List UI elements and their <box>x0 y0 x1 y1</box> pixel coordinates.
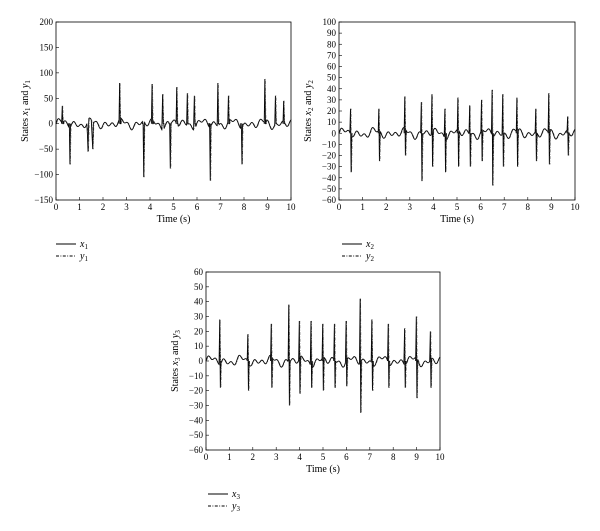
y-tick-label: −10 <box>322 139 337 149</box>
x-tick-label: 1 <box>227 452 232 462</box>
y-tick-label: −50 <box>322 184 337 194</box>
series-line-x2 <box>338 89 576 186</box>
y-tick-label: −60 <box>322 195 337 205</box>
x-axis-label: Time (s) <box>440 214 474 225</box>
x-tick-label: 2 <box>251 452 256 462</box>
y-tick-label: −100 <box>34 170 53 180</box>
y-axis-label: States x1 and y1 <box>20 80 32 142</box>
x-tick-label: 3 <box>408 202 413 212</box>
x-tick-label: 1 <box>77 202 82 212</box>
y-tick-label: 30 <box>194 312 204 322</box>
chart-panel-3: 0 1 2 3 4 5 6 7 8 9 10 −60 −50 −40 −30 −20 −10 0 10 20 30 40 5… <box>170 267 445 513</box>
y-tick-label: 50 <box>44 93 54 103</box>
x-tick-label: 0 <box>337 202 342 212</box>
x-tick-label: 6 <box>478 202 483 212</box>
x-tick-label: 5 <box>455 202 460 212</box>
y-tick-label: −30 <box>322 162 337 172</box>
y-tick-label: 100 <box>40 68 54 78</box>
legend-label: x2 <box>365 239 374 251</box>
chart-panel-2: 0 1 2 3 4 5 6 7 8 9 10−60−50−40−30−20−100102030405… <box>303 17 580 263</box>
y-tick-label: −40 <box>322 173 337 183</box>
y-tick-label: 30 <box>327 95 337 105</box>
y-tick-label: 20 <box>327 106 337 116</box>
y-tick-label: −150 <box>34 195 53 205</box>
y-tick-label: 60 <box>194 267 204 277</box>
y-tick-label: 0 <box>199 356 204 366</box>
y-tick-label: 50 <box>194 282 204 292</box>
series-line-x1 <box>55 78 292 181</box>
y-tick-label: −20 <box>322 151 337 161</box>
x-tick-label: 4 <box>148 202 153 212</box>
y-tick-label: 80 <box>327 39 337 49</box>
x-tick-label: 7 <box>218 202 223 212</box>
y-tick-label: 200 <box>40 17 54 27</box>
plot-frame <box>338 21 576 201</box>
x-tick-label: 8 <box>242 202 247 212</box>
legend-label: y3 <box>231 501 240 513</box>
x-tick-label: 6 <box>195 202 200 212</box>
x-tick-label: 9 <box>265 202 270 212</box>
x-tick-label: 2 <box>384 202 389 212</box>
x-tick-label: 8 <box>526 202 531 212</box>
y-tick-label: 20 <box>194 326 204 336</box>
x-tick-label: 0 <box>204 452 209 462</box>
y-tick-label: 50 <box>327 73 337 83</box>
x-tick-label: 3 <box>274 452 279 462</box>
chart-panel-1: 0 1 2 3 4 5 6 7 8 9 10 −150 −100 −50 0 50 100 150 200 Time … <box>20 17 296 263</box>
y-tick-label: 40 <box>194 297 204 307</box>
legend-label: y2 <box>365 251 374 263</box>
x-tick-label: 9 <box>549 202 554 212</box>
y-tick-label: −20 <box>189 386 204 396</box>
x-tick-label: 10 <box>287 202 297 212</box>
x-tick-label: 10 <box>571 202 581 212</box>
legend-label: x1 <box>79 239 88 251</box>
x-tick-label: 7 <box>502 202 507 212</box>
x-tick-label: 5 <box>321 452 326 462</box>
y-tick-label: −50 <box>39 144 54 154</box>
x-tick-label: 2 <box>101 202 106 212</box>
x-tick-label: 10 <box>436 452 446 462</box>
series-line-y1 <box>56 78 292 181</box>
x-tick-label: 1 <box>360 202 365 212</box>
x-axis-label: Time (s) <box>306 464 340 475</box>
y-axis-label: States x3 and y3 <box>170 330 182 392</box>
y-tick-label: −40 <box>189 415 204 425</box>
y-tick-label: 10 <box>194 341 204 351</box>
series-line-x3 <box>205 298 441 413</box>
y-tick-label: 40 <box>327 84 337 94</box>
y-tick-label: 0 <box>49 119 54 129</box>
x-tick-label: 7 <box>368 452 373 462</box>
y-tick-label: 0 <box>332 128 337 138</box>
x-tick-label: 4 <box>431 202 436 212</box>
legend-label: y1 <box>79 251 88 263</box>
y-tick-label: 100 <box>323 17 337 27</box>
y-axis-label: States x2 and y2 <box>303 80 315 142</box>
plot-frame <box>55 21 292 201</box>
x-tick-label: 5 <box>171 202 176 212</box>
x-tick-label: 3 <box>124 202 129 212</box>
y-tick-label: 90 <box>327 28 337 38</box>
series-line-y3 <box>206 298 441 413</box>
legend-label: x3 <box>231 489 240 501</box>
x-tick-label: 0 <box>54 202 59 212</box>
x-tick-label: 4 <box>297 452 302 462</box>
y-tick-label: 150 <box>40 42 54 52</box>
x-tick-label: 9 <box>414 452 419 462</box>
y-tick-label: −60 <box>189 445 204 455</box>
x-tick-label: 8 <box>391 452 396 462</box>
y-tick-label: −30 <box>189 401 204 411</box>
x-axis-label: Time (s) <box>157 214 191 225</box>
y-tick-label: 60 <box>327 62 337 72</box>
y-tick-label: 70 <box>327 50 337 60</box>
y-tick-label: −10 <box>189 371 204 381</box>
y-tick-label: −50 <box>189 430 204 440</box>
x-tick-label: 6 <box>344 452 349 462</box>
y-tick-label: 10 <box>327 117 337 127</box>
